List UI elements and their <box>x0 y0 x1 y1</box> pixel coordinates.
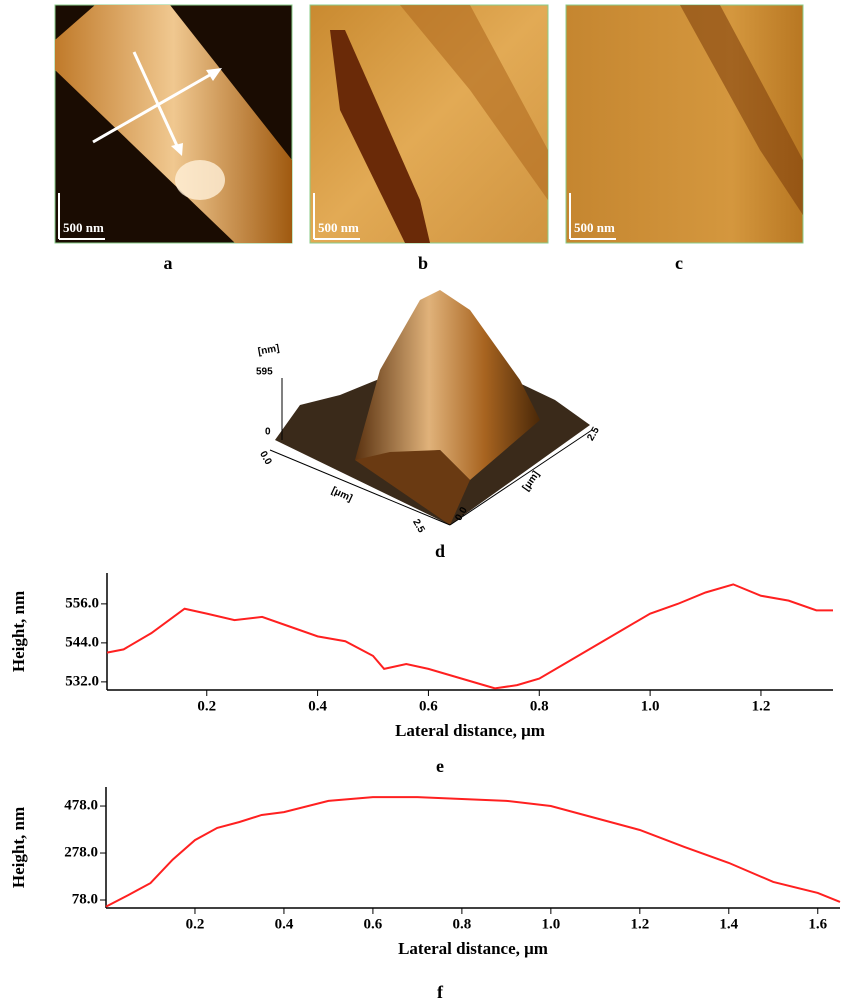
page: {"images":[{"label":"a","scale_bar":"500… <box>0 0 842 1004</box>
panel-label: e <box>436 756 444 776</box>
figure: 500 nm a 500 nm b 500 nm c [nm] 595 0 0.0 [μm] 2.5 0… <box>0 0 842 1004</box>
y-tick-label: 556.0 <box>65 595 99 611</box>
x-axis-title: Lateral distance, μm <box>398 939 548 958</box>
data-line <box>107 584 833 688</box>
scale-bar-label: 500 nm <box>574 220 615 235</box>
y-end: 2.5 <box>585 425 602 443</box>
x-tick-label: 1.2 <box>630 916 649 932</box>
z-max: 595 <box>256 367 273 378</box>
x-tick-label: 1.0 <box>641 698 660 714</box>
surface-3d <box>270 290 592 525</box>
bright-spot <box>175 160 225 200</box>
scale-bar-label: 500 nm <box>318 220 359 235</box>
x-end: 2.5 <box>410 517 427 535</box>
y-unit: [μm] <box>521 469 542 493</box>
x-tick-label: 1.2 <box>752 698 771 714</box>
z-unit: [nm] <box>257 343 280 358</box>
data-line <box>106 797 840 906</box>
x-unit: [μm] <box>330 485 354 504</box>
x-tick-label: 0.4 <box>275 916 294 932</box>
x-start: 0.0 <box>257 449 274 467</box>
x-tick-label: 0.2 <box>186 916 205 932</box>
x-tick-label: 0.6 <box>419 698 438 714</box>
x-tick-label: 1.0 <box>541 916 560 932</box>
y-axis-title: Height, nm <box>9 591 28 672</box>
image-a <box>55 5 292 243</box>
panel-label: c <box>675 253 683 273</box>
panel-label: f <box>437 982 444 1002</box>
y-tick-label: 278.0 <box>64 844 98 860</box>
y-tick-label: 532.0 <box>65 673 99 689</box>
x-tick-label: 0.4 <box>308 698 327 714</box>
y-tick-label: 78.0 <box>72 891 98 907</box>
panel-label: a <box>164 253 173 273</box>
y-axis-title: Height, nm <box>9 807 28 888</box>
x-tick-label: 0.2 <box>197 698 216 714</box>
x-tick-label: 1.6 <box>808 916 827 932</box>
x-tick-label: 1.4 <box>719 916 738 932</box>
y-tick-label: 478.0 <box>64 797 98 813</box>
x-tick-label: 0.6 <box>364 916 383 932</box>
y-tick-label: 544.0 <box>65 634 99 650</box>
image-c <box>566 5 803 243</box>
z-min: 0 <box>265 427 271 438</box>
x-tick-label: 0.8 <box>453 916 472 932</box>
panel-label: b <box>418 253 428 273</box>
image-b <box>310 5 548 243</box>
panel-label: d <box>435 541 445 561</box>
x-tick-label: 0.8 <box>530 698 549 714</box>
scale-bar-label: 500 nm <box>63 220 104 235</box>
x-axis-title: Lateral distance, μm <box>395 721 545 740</box>
